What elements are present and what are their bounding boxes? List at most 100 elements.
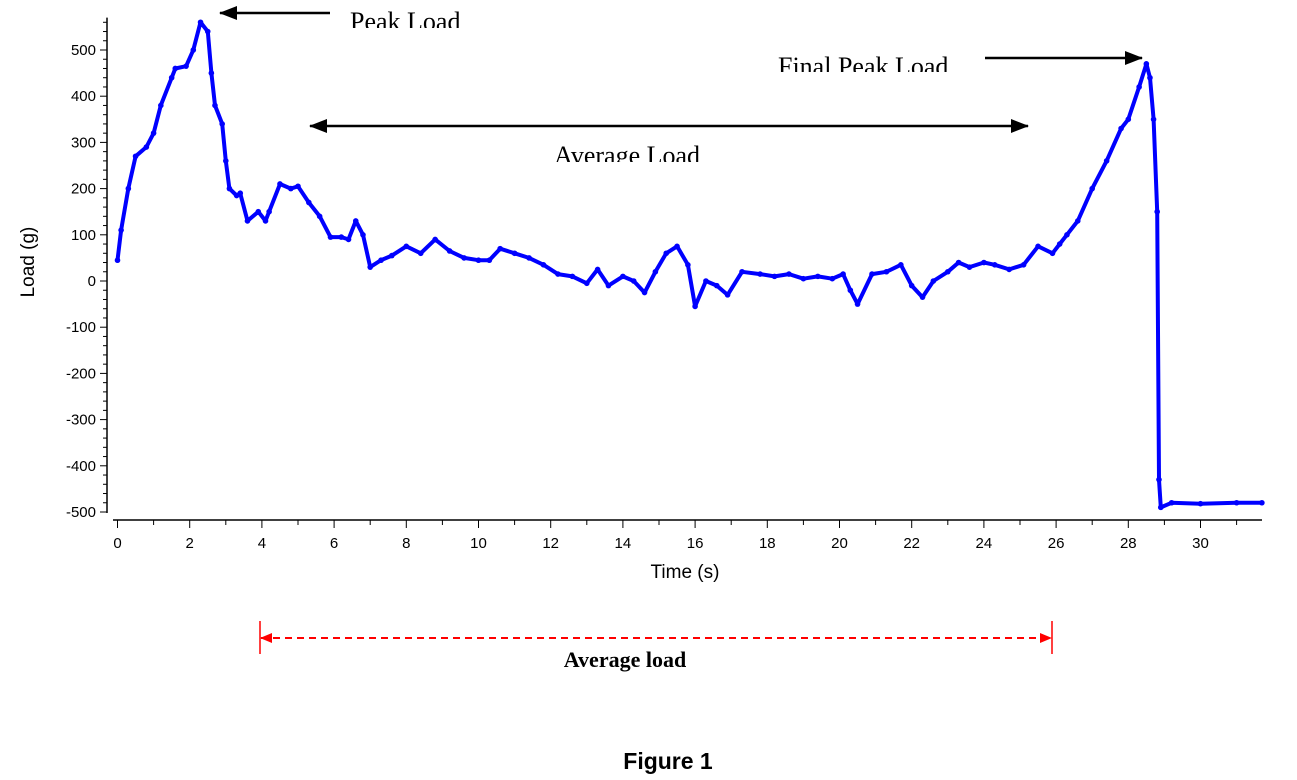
data-point [277,181,283,187]
data-point [757,271,763,277]
data-point [287,185,294,192]
data-point [118,227,124,233]
data-point [854,301,861,307]
y-tick-label: -200 [66,365,96,382]
data-point [432,236,438,243]
data-point [630,278,637,284]
y-tick-label: -100 [66,319,96,336]
data-point [345,236,352,243]
data-point [1150,116,1157,123]
data-point [786,271,792,277]
data-point [526,255,532,261]
y-tick-label: 0 [88,273,96,290]
data-point [930,278,937,284]
data-point [1136,84,1142,90]
data-point [685,262,691,268]
data-point [1118,125,1124,132]
data-point [168,74,175,81]
data-point [306,199,312,206]
data-point [378,257,384,264]
data-point [883,268,890,275]
data-point [724,292,731,298]
average-load-annotation: Average Load [554,141,700,170]
data-point [1035,243,1041,250]
data-point [197,19,204,26]
data-point [908,282,915,289]
data-point [692,303,698,310]
data-point [486,257,493,264]
data-point [1089,185,1095,192]
x-tick-label: 0 [113,535,121,552]
data-point [663,250,670,257]
data-point [266,208,272,215]
data-point [295,183,301,190]
data-point [132,153,139,160]
data-point [223,158,229,164]
data-point [1103,158,1110,164]
y-tick-label: -500 [66,504,96,521]
x-tick-label: 8 [402,535,410,552]
data-point [1197,500,1204,507]
x-tick-label: 16 [687,535,704,552]
data-point [1147,74,1153,81]
data-point [183,63,189,69]
data-point [338,234,345,240]
data-point [1049,250,1056,257]
data-point [125,185,132,192]
data-point [219,121,225,127]
data-point [703,278,709,284]
data-point [955,259,962,266]
x-tick-label: 20 [831,535,848,552]
data-point [569,273,576,280]
data-point [800,275,807,282]
x-tick-label: 30 [1192,535,1209,552]
data-point [1125,116,1132,123]
x-tick-label: 4 [258,535,266,552]
data-point [674,243,680,250]
x-tick-label: 10 [470,535,487,552]
data-point [389,252,395,259]
figure-caption: Figure 1 [623,748,713,774]
data-point [771,273,778,280]
data-point [255,208,262,215]
data-point [840,271,846,277]
data-point [262,218,269,224]
data-point [1156,476,1162,483]
data-point [475,257,482,264]
x-tick-label: 24 [976,535,993,552]
data-point [1157,504,1164,511]
data-point [511,250,518,257]
y-tick-label: 100 [71,227,96,244]
x-axis-label: Time (s) [651,562,720,583]
data-point [143,144,150,150]
data-point [417,250,424,257]
data-point [1154,208,1160,215]
data-point [172,65,179,72]
series-load [114,19,1265,511]
data-point [446,248,453,254]
data-point [869,271,875,277]
data-point [898,262,904,268]
data-point [244,218,251,224]
final-peak-load-annotation: Final Peak Load [778,52,948,81]
data-point [713,282,720,289]
peak-load-annotation: Peak Load [350,7,460,36]
x-tick-label: 12 [542,535,559,552]
data-point [367,264,374,270]
y-tick-label: -400 [66,458,96,475]
data-point [829,275,836,282]
data-point [594,266,601,273]
data-point [1074,218,1081,224]
data-point [1143,61,1150,67]
data-point [150,130,157,136]
data-point [555,271,561,277]
data-point [847,287,854,294]
x-tick-label: 22 [903,535,920,552]
data-point [403,243,410,250]
x-tick-label: 14 [615,535,632,552]
data-point [620,273,626,280]
data-point [360,232,366,238]
data-point [1020,262,1027,268]
x-tick-label: 2 [186,535,194,552]
